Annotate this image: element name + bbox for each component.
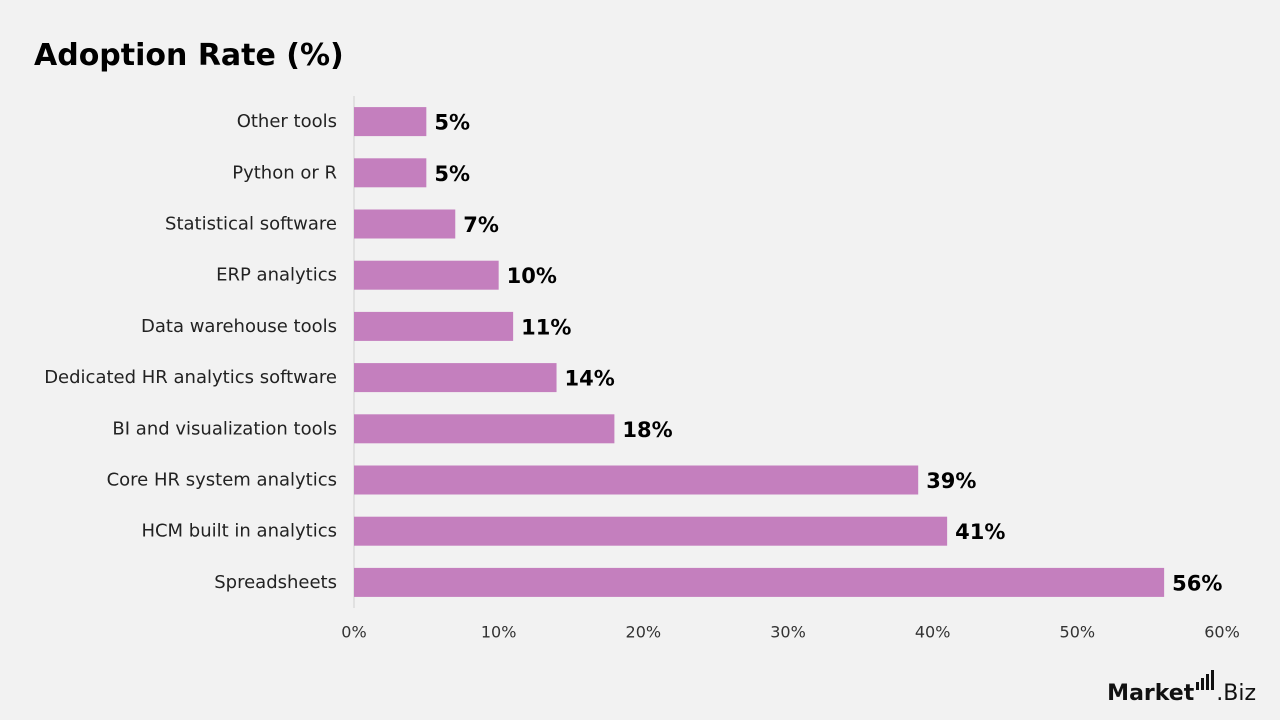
data-label: 5% <box>434 162 470 186</box>
category-label: Core HR system analytics <box>107 470 337 491</box>
x-tick-label: 40% <box>915 623 951 642</box>
category-label: Statistical software <box>165 214 337 235</box>
brand-name: Market <box>1107 681 1195 706</box>
data-label: 10% <box>507 264 557 288</box>
data-label: 14% <box>565 367 615 391</box>
category-label: Spreadsheets <box>214 572 337 593</box>
bar <box>354 363 557 393</box>
bar-signal-icon <box>1196 670 1215 690</box>
bar <box>354 209 456 239</box>
data-label: 41% <box>955 520 1005 544</box>
x-tick-label: 60% <box>1204 623 1240 642</box>
category-label: BI and visualization tools <box>112 418 337 439</box>
bar <box>354 158 427 188</box>
data-label: 5% <box>434 111 470 135</box>
category-label: ERP analytics <box>216 265 337 286</box>
chart-title: Adoption Rate (%) <box>34 38 344 73</box>
data-label: 39% <box>926 469 976 493</box>
data-label: 56% <box>1172 571 1222 595</box>
data-label: 11% <box>521 315 571 339</box>
bar <box>354 260 499 290</box>
bar <box>354 414 615 444</box>
category-label: HCM built in analytics <box>141 521 337 542</box>
x-tick-label: 20% <box>626 623 662 642</box>
bar <box>354 465 919 495</box>
data-label: 18% <box>622 418 672 442</box>
category-label: Other tools <box>237 111 337 132</box>
x-tick-label: 0% <box>341 623 366 642</box>
x-tick-label: 30% <box>770 623 806 642</box>
brand-logo: Market .Biz <box>1107 670 1256 706</box>
category-label: Data warehouse tools <box>141 316 337 337</box>
bar <box>354 311 514 341</box>
x-tick-label: 10% <box>481 623 517 642</box>
data-label: 7% <box>463 213 499 237</box>
category-label: Dedicated HR analytics software <box>44 367 337 388</box>
brand-suffix: .Biz <box>1216 681 1256 706</box>
bar <box>354 107 427 137</box>
bar <box>354 567 1165 597</box>
category-label: Python or R <box>232 162 337 183</box>
bar <box>354 516 948 546</box>
x-tick-label: 50% <box>1060 623 1096 642</box>
